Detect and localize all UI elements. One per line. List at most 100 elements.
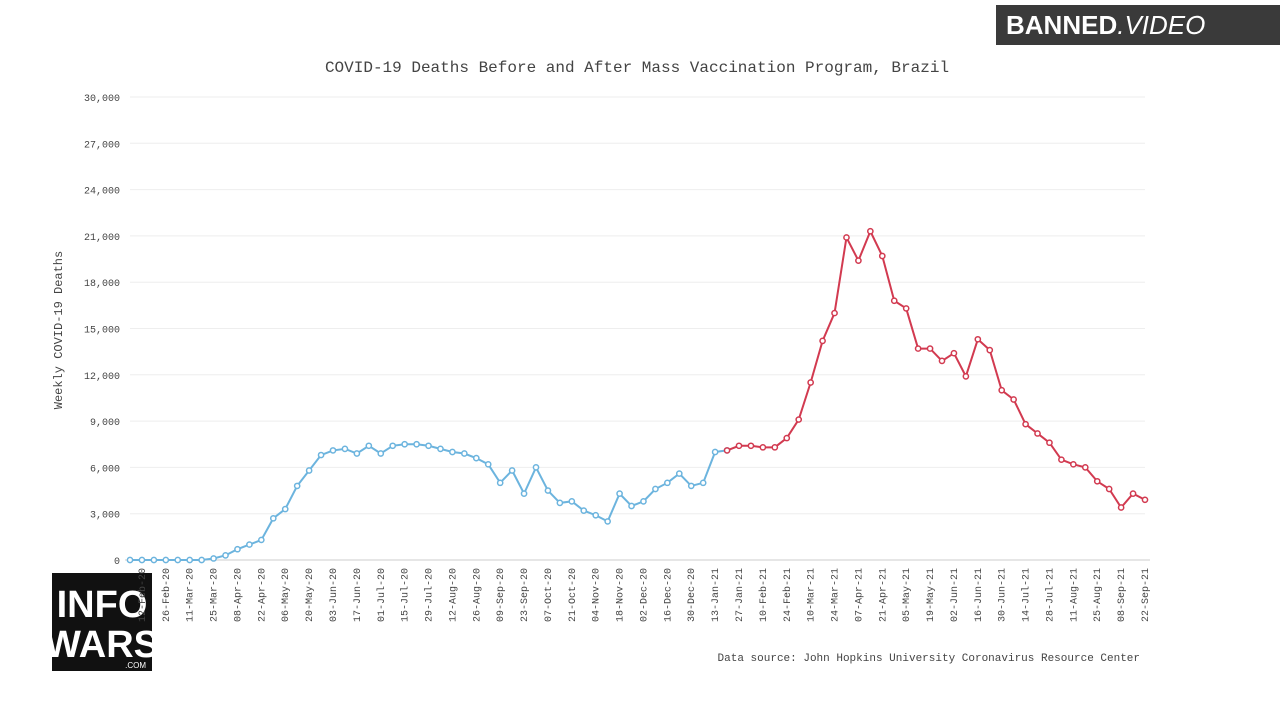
data-point [126, 556, 134, 564]
data-point [938, 357, 946, 365]
infowars-1: INFO [57, 584, 148, 626]
data-point [926, 345, 934, 352]
infowars-com: .COM [125, 661, 146, 670]
data-point [138, 556, 146, 564]
x-tick-label: 24-Feb-21 [782, 568, 794, 622]
plot: 0 3,000 6,000 9,000 12,000 15,000 18,000 21,000… [84, 94, 1152, 622]
source: Data source: John Hopkins University Cor… [718, 653, 1140, 665]
data-point [1022, 420, 1029, 428]
y-tick-label: 30,000 [84, 94, 120, 105]
data-point [162, 556, 170, 564]
data-point [640, 498, 647, 505]
data-point [1129, 490, 1137, 497]
data-point [759, 443, 767, 451]
x-tick-label: 07-Oct-20 [544, 568, 555, 622]
data-point [771, 443, 779, 451]
chart-title: COVID-19 Deaths Before and After Mass Va… [325, 59, 949, 77]
data-point [747, 442, 755, 450]
x-tick-label: 06-May-20 [281, 568, 292, 622]
series-line [130, 443, 728, 561]
x-tick-label: 21-Oct-20 [568, 568, 579, 622]
infowars-2: WARS [45, 624, 159, 666]
data-point [449, 448, 456, 456]
infowars-box [52, 573, 152, 671]
data-point [783, 434, 791, 442]
data-point [222, 552, 229, 559]
data-point [664, 479, 671, 487]
x-tick-label: 25-Mar-20 [210, 568, 221, 622]
y-tick-label: 3,000 [90, 511, 120, 522]
data-point [281, 505, 289, 513]
x-tick-label: 25-Aug-21 [1093, 568, 1104, 622]
y-tick-label: 27,000 [84, 140, 120, 151]
data-point [986, 346, 994, 354]
x-tick-label: 30-Dec-20 [687, 568, 698, 622]
x-tick-label: 17-Jun-20 [353, 568, 364, 622]
data-point [258, 536, 265, 544]
data-point [867, 227, 874, 235]
data-point [1141, 496, 1149, 504]
x-tick-label: 12-Aug-20 [448, 568, 459, 622]
data-point [1010, 396, 1017, 403]
data-point [855, 257, 862, 264]
x-tick-label: 26-Feb-20 [161, 568, 173, 622]
x-tick-label: 08-Apr-20 [233, 568, 244, 622]
data-point [461, 450, 468, 457]
y-tick-label: 18,000 [84, 279, 120, 290]
x-tick-label: 08-Sep-21 [1117, 568, 1128, 622]
x-tick-label: 20-May-20 [305, 568, 316, 622]
data-point [735, 442, 743, 450]
banned-suffix: .VIDEO [1117, 10, 1205, 40]
y-tick-label: 12,000 [84, 372, 120, 383]
data-point [210, 555, 217, 562]
x-tick-label: 29-Jul-20 [424, 568, 436, 622]
x-tick-label: 03-Jun-20 [329, 568, 340, 622]
x-tick-label: 14-Jul-21 [1021, 568, 1033, 622]
y-tick-label: 6,000 [90, 464, 120, 475]
banned-box [996, 5, 1280, 45]
x-tick-label: 18-Nov-20 [616, 568, 627, 622]
data-point [269, 514, 277, 522]
x-tick-label: 16-Jun-21 [974, 568, 985, 622]
data-point [843, 234, 850, 241]
banned-logo: BANNED.VIDEO [1006, 10, 1205, 40]
data-point [377, 450, 385, 457]
data-point [628, 502, 635, 510]
data-point [711, 448, 719, 456]
data-point [795, 416, 803, 423]
y-tick-label: 9,000 [90, 418, 120, 429]
data-point [878, 252, 886, 260]
y-tick-label: 24,000 [84, 187, 120, 198]
x-tick-label: 22-Apr-20 [257, 568, 268, 622]
data-point [699, 479, 707, 487]
x-tick-label: 15-Jul-20 [400, 568, 412, 622]
data-point [580, 507, 588, 514]
y-tick-label: 21,000 [84, 233, 120, 244]
data-point [174, 556, 182, 564]
x-tick-label: 12-Feb-20 [137, 568, 149, 622]
x-tick-label: 19-May-21 [926, 568, 937, 622]
data-point [592, 511, 600, 519]
x-tick-label: 05-May-21 [902, 568, 913, 622]
data-point [532, 464, 540, 471]
banned-text: BANNED [1006, 10, 1117, 40]
data-point [234, 545, 241, 553]
data-point [425, 442, 432, 450]
data-point [962, 372, 970, 380]
data-point [198, 556, 205, 564]
x-tick-label: 13-Jan-21 [711, 568, 722, 622]
data-point [484, 460, 492, 468]
x-tick-label: 09-Sep-20 [496, 568, 507, 622]
data-point [616, 490, 623, 497]
x-tick-label: 02-Dec-20 [639, 568, 650, 622]
data-point [520, 490, 528, 497]
data-point [305, 467, 313, 474]
data-point [974, 335, 982, 343]
data-point [556, 499, 564, 507]
data-point [675, 470, 683, 477]
data-point [150, 556, 158, 564]
data-point [1081, 464, 1089, 471]
data-point [890, 297, 898, 305]
data-point [389, 442, 397, 450]
